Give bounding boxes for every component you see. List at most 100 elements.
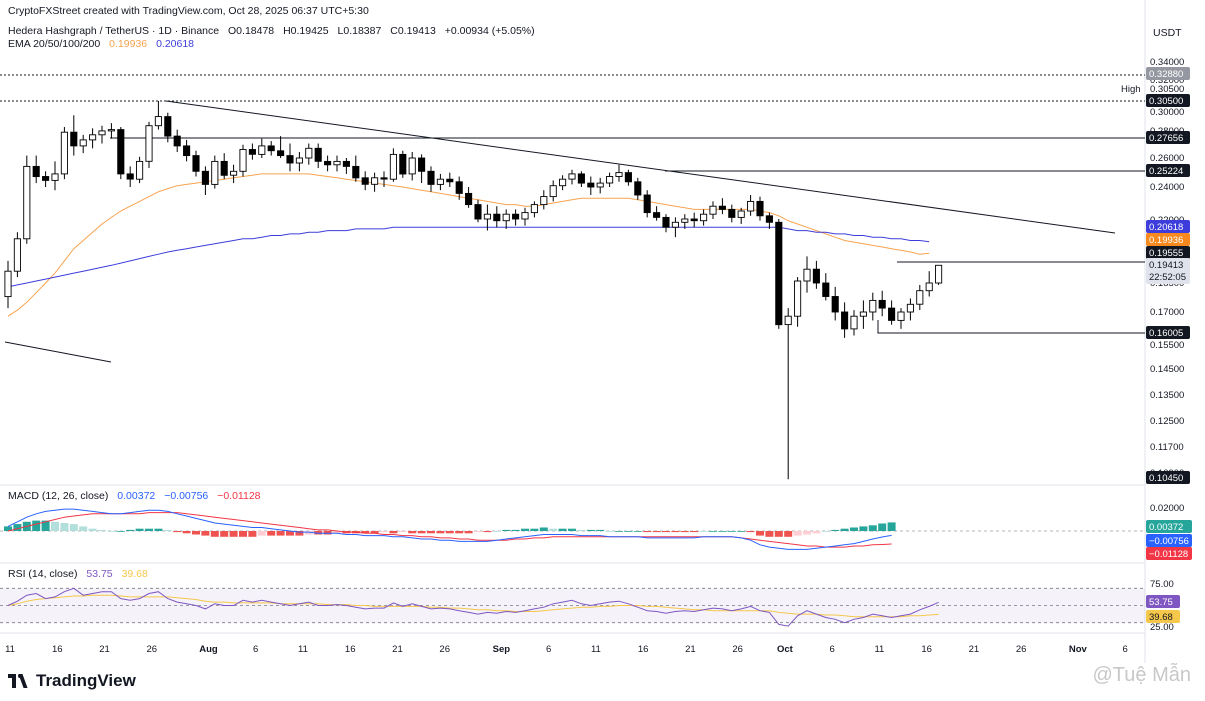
candle xyxy=(700,209,708,226)
candle-body xyxy=(681,218,689,223)
candle-body xyxy=(718,205,726,210)
macd-histogram-bar xyxy=(831,529,840,531)
macd-histogram-bar xyxy=(389,531,398,534)
macd-histogram-bar xyxy=(192,531,200,535)
y-tick-label: 0.14500 xyxy=(1150,364,1184,375)
rsi-line xyxy=(7,587,939,627)
macd-histogram-bar xyxy=(220,531,229,537)
candle-body xyxy=(70,131,78,147)
x-tick-label: 21 xyxy=(685,644,696,655)
price-label-text: 0.19555 xyxy=(1149,248,1183,259)
macd-histogram-bar xyxy=(32,520,41,531)
rsi-label[interactable]: RSI (14, close) xyxy=(8,568,78,580)
price-label-level: 0.25224 xyxy=(1146,164,1190,177)
macd-histogram-bar xyxy=(427,531,435,534)
candle xyxy=(267,141,275,156)
candle-body xyxy=(4,270,12,298)
candle-body xyxy=(530,204,538,214)
macd-histogram-bar xyxy=(868,525,877,532)
macd-histogram-bar xyxy=(145,528,153,531)
candle-body xyxy=(549,185,557,198)
price-label-text: 0.19936 xyxy=(1149,235,1183,246)
candle-body xyxy=(277,150,285,157)
macd-histogram-bar xyxy=(398,531,407,533)
rsi-label-text: 53.75 xyxy=(1149,597,1173,608)
candle-body xyxy=(737,210,745,218)
macd-histogram-bar xyxy=(51,521,59,531)
candle xyxy=(794,277,802,327)
candle-body xyxy=(643,194,651,214)
candle-body xyxy=(230,170,238,176)
rsi-tick-label: 75.00 xyxy=(1150,579,1174,590)
macd-histogram-bar xyxy=(671,531,680,533)
ema-line: EMA 20/50/100/200 0.19936 0.20618 xyxy=(8,38,200,50)
candle xyxy=(98,125,106,144)
macd-histogram-bar xyxy=(286,531,294,536)
macd-histogram-bar xyxy=(878,523,887,531)
candle-body xyxy=(728,208,736,218)
candle xyxy=(812,260,820,289)
candle-body xyxy=(79,139,87,147)
candle xyxy=(107,123,115,139)
ema-label[interactable]: EMA 20/50/100/200 xyxy=(8,38,101,50)
macd-histogram-bar xyxy=(314,531,323,535)
candle xyxy=(418,154,426,184)
candle-body xyxy=(267,145,275,152)
candle-body xyxy=(399,153,407,175)
macd-value-1: 0.00372 xyxy=(117,490,156,502)
candle xyxy=(521,207,529,226)
ohlc-low: L0.18387 xyxy=(337,25,382,37)
y-tick-label: 0.13500 xyxy=(1150,390,1184,401)
macd-histogram-bar xyxy=(539,527,548,531)
x-tick-label: 26 xyxy=(1016,644,1027,655)
price-label-ema200: 0.20618 xyxy=(1146,220,1190,233)
macd-histogram-bar xyxy=(182,531,191,534)
macd-label[interactable]: MACD (12, 26, close) xyxy=(8,490,109,502)
macd-histogram-bar xyxy=(229,531,238,537)
macd-histogram-bar xyxy=(201,531,210,536)
candle xyxy=(455,176,463,200)
candle xyxy=(925,271,933,297)
candle xyxy=(286,143,294,172)
price-label-box xyxy=(1146,67,1190,80)
candle xyxy=(230,164,238,184)
candle xyxy=(483,204,491,231)
candle-body xyxy=(192,155,200,172)
macd-histogram-bar xyxy=(361,531,370,534)
symbol-title[interactable]: Hedera Hashgraph / TetherUS · 1D · Binan… xyxy=(8,25,220,37)
price-label-text: 0.19413 xyxy=(1149,260,1183,271)
macd-histogram-bar xyxy=(304,531,313,535)
macd-legend: MACD (12, 26, close) 0.00372 −0.00756 −0… xyxy=(8,490,267,502)
candle-body xyxy=(483,213,491,220)
candle xyxy=(314,143,322,169)
x-tick-label: Sep xyxy=(493,644,511,655)
macd-histogram-bar xyxy=(718,531,727,532)
macd-histogram-bar xyxy=(840,528,849,531)
macd-histogram-bar xyxy=(596,529,605,531)
candle-body xyxy=(352,165,360,179)
macd-histogram-bar xyxy=(662,531,670,533)
candle xyxy=(624,169,632,186)
candle xyxy=(737,207,745,224)
candle xyxy=(530,201,538,218)
macd-histogram-bar xyxy=(690,531,699,533)
annotation-layer xyxy=(0,74,1145,363)
tradingview-logo[interactable]: TradingView xyxy=(8,671,136,691)
candle xyxy=(201,166,209,195)
macd-histogram-bar xyxy=(887,522,896,531)
candle xyxy=(211,155,219,189)
candle-body xyxy=(173,135,181,147)
candle xyxy=(606,172,614,187)
macd-histogram-bar xyxy=(4,526,12,531)
candle-body xyxy=(624,172,632,183)
macd-histogram-bar xyxy=(850,527,858,531)
candle xyxy=(361,171,369,191)
macd-histogram-bar xyxy=(408,531,417,534)
candle-body xyxy=(474,204,482,220)
high-tag-label: High xyxy=(1121,84,1141,95)
candle xyxy=(784,308,792,480)
candle xyxy=(474,199,482,223)
candle-body xyxy=(305,147,313,159)
candle xyxy=(371,172,379,192)
candle-body xyxy=(107,129,115,132)
